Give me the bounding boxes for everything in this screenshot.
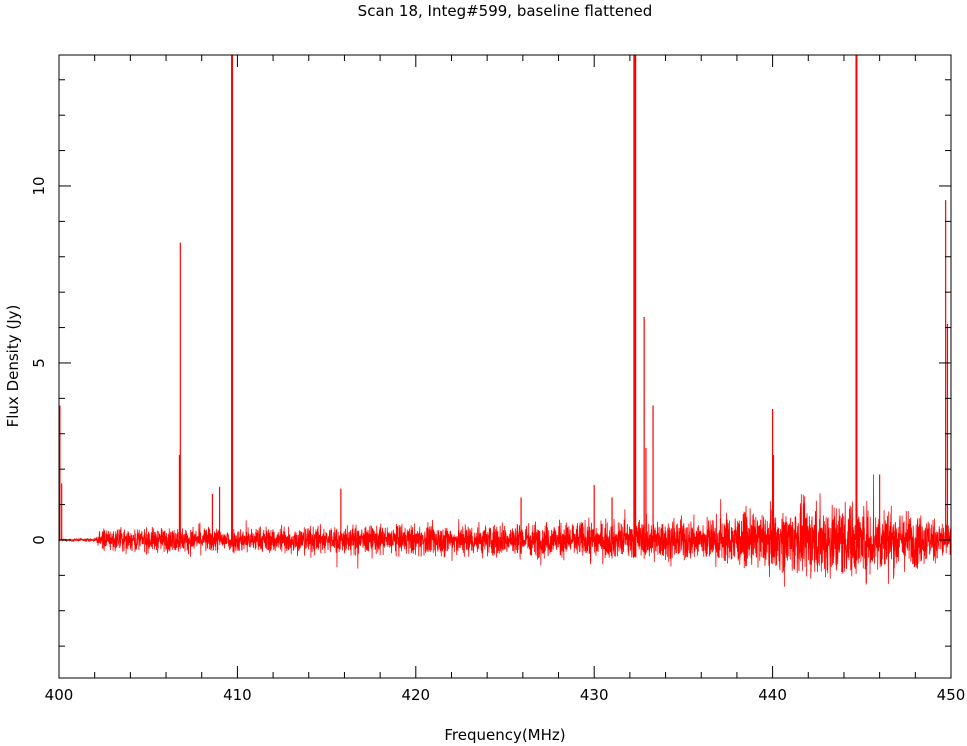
y-axis-label: Flux Density (Jy) bbox=[4, 305, 22, 428]
y-tick-label: 5 bbox=[30, 358, 48, 368]
x-axis-label: Frequency(MHz) bbox=[444, 726, 565, 744]
x-tick-label: 410 bbox=[223, 686, 252, 704]
x-axis: 400 410 420 430 440 450 bbox=[45, 55, 966, 704]
y-axis: 0 5 10 bbox=[30, 79, 951, 647]
x-tick-label: 400 bbox=[45, 686, 74, 704]
spectrum-noise-line bbox=[59, 474, 951, 587]
plot-frame bbox=[58, 54, 952, 679]
y-tick-label: 0 bbox=[30, 535, 48, 545]
y-tick-label: 10 bbox=[30, 176, 48, 195]
x-tick-label: 430 bbox=[580, 686, 609, 704]
chart-title: Scan 18, Integ#599, baseline flattened bbox=[358, 2, 653, 20]
x-tick-label: 420 bbox=[401, 686, 430, 704]
x-tick-label: 440 bbox=[758, 686, 787, 704]
x-tick-label: 450 bbox=[937, 686, 966, 704]
